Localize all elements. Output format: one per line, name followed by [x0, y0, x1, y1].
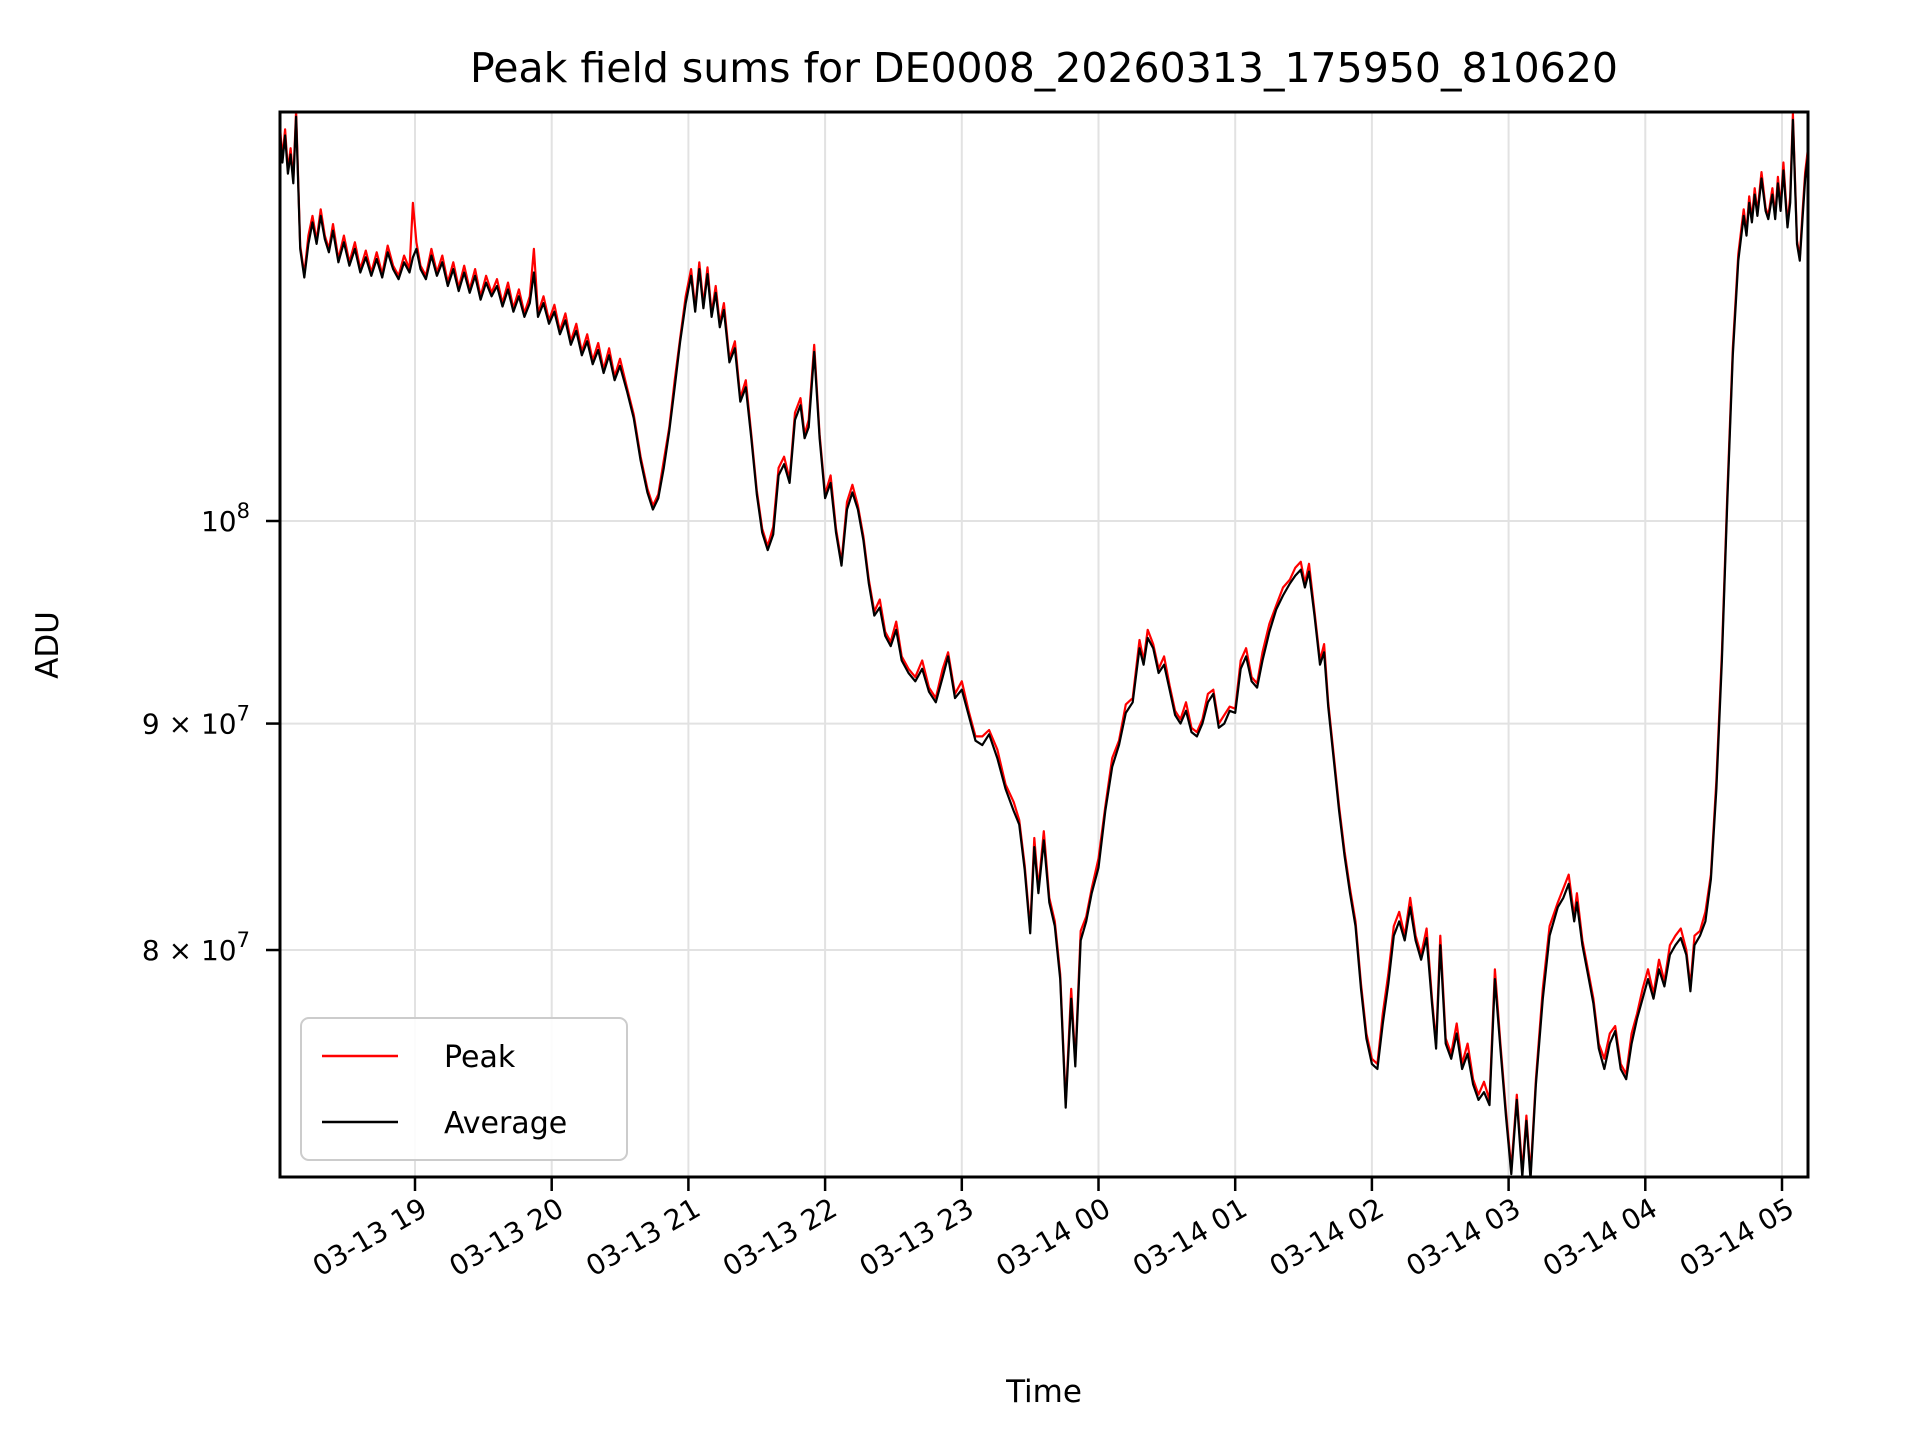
x-tick-label: 03-14 02 — [1264, 1191, 1390, 1283]
y-tick-label: 8 × 107 — [142, 928, 250, 967]
series-peak — [281, 113, 1807, 1176]
x-tick-label: 03-14 05 — [1674, 1191, 1800, 1283]
x-tick-label: 03-14 01 — [1127, 1191, 1253, 1283]
grid — [280, 112, 1808, 1177]
plot-frame — [278, 110, 1810, 1179]
x-tick-label: 03-13 22 — [717, 1191, 843, 1283]
y-tick-label: 9 × 107 — [142, 702, 250, 741]
x-tick-label: 03-13 23 — [854, 1191, 980, 1283]
x-tick-label: 03-14 00 — [990, 1191, 1116, 1283]
chart-title: Peak field sums for DE0008_20260313_1759… — [470, 44, 1618, 92]
x-axis-label: Time — [1005, 1374, 1082, 1410]
ticks: 03-13 19 03-13 20 03-13 21 03-13 22 03-13 23… — [142, 499, 1800, 1283]
x-tick-label: 03-13 21 — [580, 1191, 706, 1283]
x-tick-label: 03-14 03 — [1401, 1191, 1527, 1283]
y-axis-label: ADU — [30, 611, 66, 679]
x-tick-label: 03-14 04 — [1537, 1191, 1663, 1283]
x-tick-label: 03-13 19 — [307, 1191, 433, 1283]
y-tick-label: 108 — [201, 499, 250, 538]
series-average — [281, 115, 1807, 1176]
series-layer — [281, 113, 1807, 1176]
legend-label-peak: Peak — [444, 1040, 516, 1075]
x-tick-label: 03-13 20 — [444, 1191, 570, 1283]
legend-label-average: Average — [444, 1106, 567, 1141]
legend: Peak Average — [300, 1017, 628, 1161]
legend-box — [300, 1017, 628, 1161]
